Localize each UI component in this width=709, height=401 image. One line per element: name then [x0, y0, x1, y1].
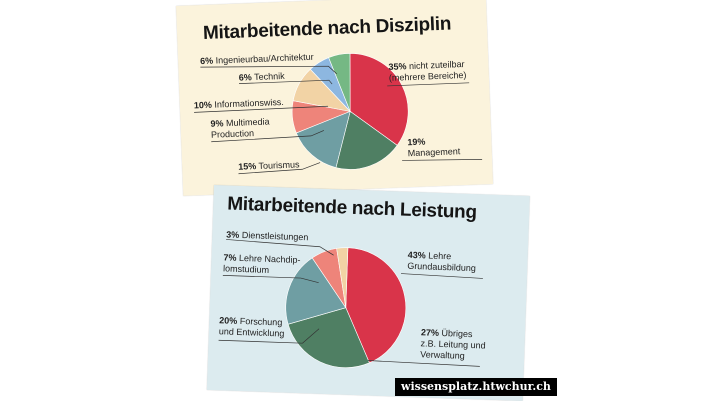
label-lehre-nachdiplom: 7% Lehre Nachdip-lomstudium: [222, 252, 301, 275]
pie-chart-disziplin: [194, 53, 483, 175]
disziplin-slice-1: [335, 110, 398, 170]
footer-url: wissensplatz.htwchur.ch: [395, 378, 557, 396]
leistung-slice-0: [345, 247, 407, 364]
pie-chart-leistung: [218, 239, 483, 368]
chart-card-leistung: Mitarbeitende nach Leistung 3% Dienstlei…: [206, 185, 530, 401]
label-lehre-grundausbildung: 43% Lehre Grundausbildung: [407, 249, 476, 274]
leader-lines-disziplin: [194, 65, 483, 175]
label-uebriges: 27% Übriges z.B. Leitung und Verwaltung: [420, 327, 486, 361]
disziplin-slice-2: [295, 110, 351, 168]
leistung-slice-2: [285, 257, 347, 325]
leistung-slice-4: [336, 247, 349, 308]
label-management: 19% Management: [407, 136, 461, 159]
label-forschung: 20% Forschung und Entwicklung: [218, 315, 285, 339]
label-technik: 6% Technik: [238, 70, 285, 83]
leistung-slice-1: [287, 307, 370, 368]
chart-card-disziplin: Mitarbeitende nach Disziplin 6% Ingenieu…: [176, 0, 494, 196]
leader-lines-leistung: [218, 239, 483, 367]
disziplin-slice-6: [328, 53, 351, 112]
label-tourismus: 15% Tourismus: [238, 159, 300, 172]
disziplin-slice-0: [349, 53, 409, 146]
label-multimedia: 9% Multimedia Production: [210, 116, 270, 140]
label-nicht-zuteilbar: 35% nicht zuteilbar (mehrere Bereiche): [388, 58, 467, 83]
